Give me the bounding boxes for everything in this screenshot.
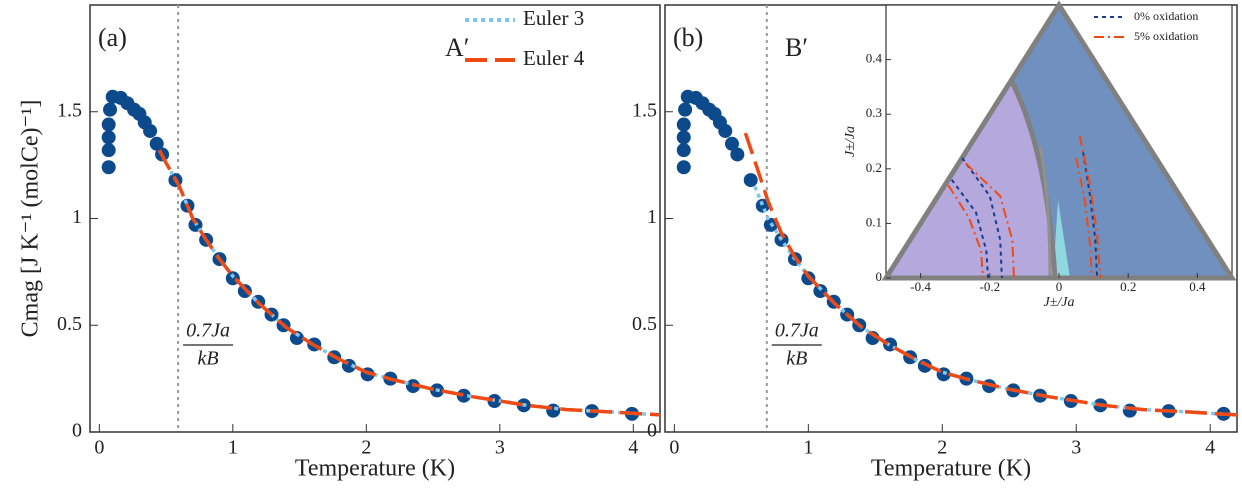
x-tick-label: 4 — [628, 437, 638, 459]
data-point — [289, 331, 304, 346]
legend-label: 0% oxidation — [1134, 9, 1198, 23]
reference-label: kB — [786, 348, 807, 370]
phase-boundary — [1008, 78, 1058, 279]
data-point — [743, 173, 758, 188]
y-tick-label: 0.5 — [632, 313, 657, 335]
y-tick-label: 0.1 — [866, 214, 882, 229]
data-point — [678, 102, 693, 117]
x-tick-label: 3 — [1071, 437, 1081, 459]
x-axis-label: Temperature (K) — [295, 456, 455, 482]
x-tick-label: 2 — [937, 437, 947, 459]
data-point — [149, 136, 164, 151]
y-tick-label: 1.5 — [632, 99, 657, 121]
x-tick-label: 3 — [495, 437, 505, 459]
y-tick-label: 0.5 — [57, 313, 82, 335]
y-tick-label: 0 — [876, 269, 883, 284]
y-tick-label: 1 — [72, 206, 82, 228]
x-tick-label: 0 — [1056, 279, 1063, 294]
x-tick-label: 2 — [361, 437, 371, 459]
data-point — [718, 123, 733, 138]
y-tick-label: 0.3 — [866, 105, 882, 120]
panel-label: (a) — [98, 23, 127, 52]
series-line — [157, 149, 661, 417]
data-point — [724, 136, 739, 151]
legend-label: 5% oxidation — [1134, 29, 1198, 43]
legend-label: Euler 4 — [523, 46, 585, 70]
data-point — [676, 117, 691, 132]
data-point — [456, 388, 471, 403]
x-tick-label: -0.2 — [980, 279, 1001, 294]
data-point — [676, 130, 691, 145]
y-tick-label: 0.2 — [866, 160, 882, 175]
x-tick-label: 1 — [228, 437, 238, 459]
x-tick-label: 0 — [669, 437, 679, 459]
data-point — [546, 403, 561, 418]
data-point — [143, 123, 158, 138]
panel-annotation: A′ — [445, 33, 469, 62]
legend-label: Euler 3 — [523, 6, 584, 30]
data-point — [103, 102, 118, 117]
x-tick-label: -0.4 — [910, 279, 931, 294]
y-tick-label: 0 — [72, 420, 82, 442]
y-tick-label: 0.4 — [866, 51, 883, 66]
panel-annotation: B′ — [785, 33, 808, 62]
x-tick-label: 4 — [1205, 437, 1215, 459]
y-axis-label: Cmag [J K⁻¹ (molCe)⁻¹] — [18, 100, 44, 338]
series-line — [950, 152, 1099, 279]
phase-region — [1053, 200, 1070, 278]
data-point — [1122, 403, 1137, 418]
data-point — [676, 160, 691, 175]
y-tick-label: 0 — [647, 420, 657, 442]
phase-region — [886, 80, 1055, 278]
phase-boundary — [1038, 144, 1052, 279]
y-axis-label: J±/Ja — [843, 126, 858, 157]
x-axis-label: J±/Ja — [1043, 295, 1074, 310]
data-point — [101, 160, 116, 175]
reference-label: 0.7Ja — [775, 320, 819, 342]
x-tick-label: 0.4 — [1189, 279, 1206, 294]
reference-label: kB — [198, 348, 219, 370]
y-tick-label: 1 — [647, 206, 657, 228]
data-point — [101, 143, 116, 158]
data-point — [101, 130, 116, 145]
series-line — [743, 132, 1238, 417]
inset: -0.4 -0.2 0 0.2 0.4 0 0.1 0.2 0.3 0.4 J±/Ja J±/Ja 0%… — [843, 0, 1237, 310]
x-axis-label: Temperature (K) — [871, 456, 1031, 482]
data-point — [676, 143, 691, 158]
x-tick-label: 1 — [803, 437, 813, 459]
data-point — [755, 198, 770, 213]
reference-label: 0.7Ja — [186, 320, 230, 342]
panel-label: (b) — [673, 23, 703, 52]
x-tick-label: 0 — [94, 437, 104, 459]
data-point — [730, 147, 745, 162]
data-point — [101, 117, 116, 132]
x-tick-label: 0.2 — [1120, 279, 1136, 294]
y-tick-label: 1.5 — [57, 99, 82, 121]
